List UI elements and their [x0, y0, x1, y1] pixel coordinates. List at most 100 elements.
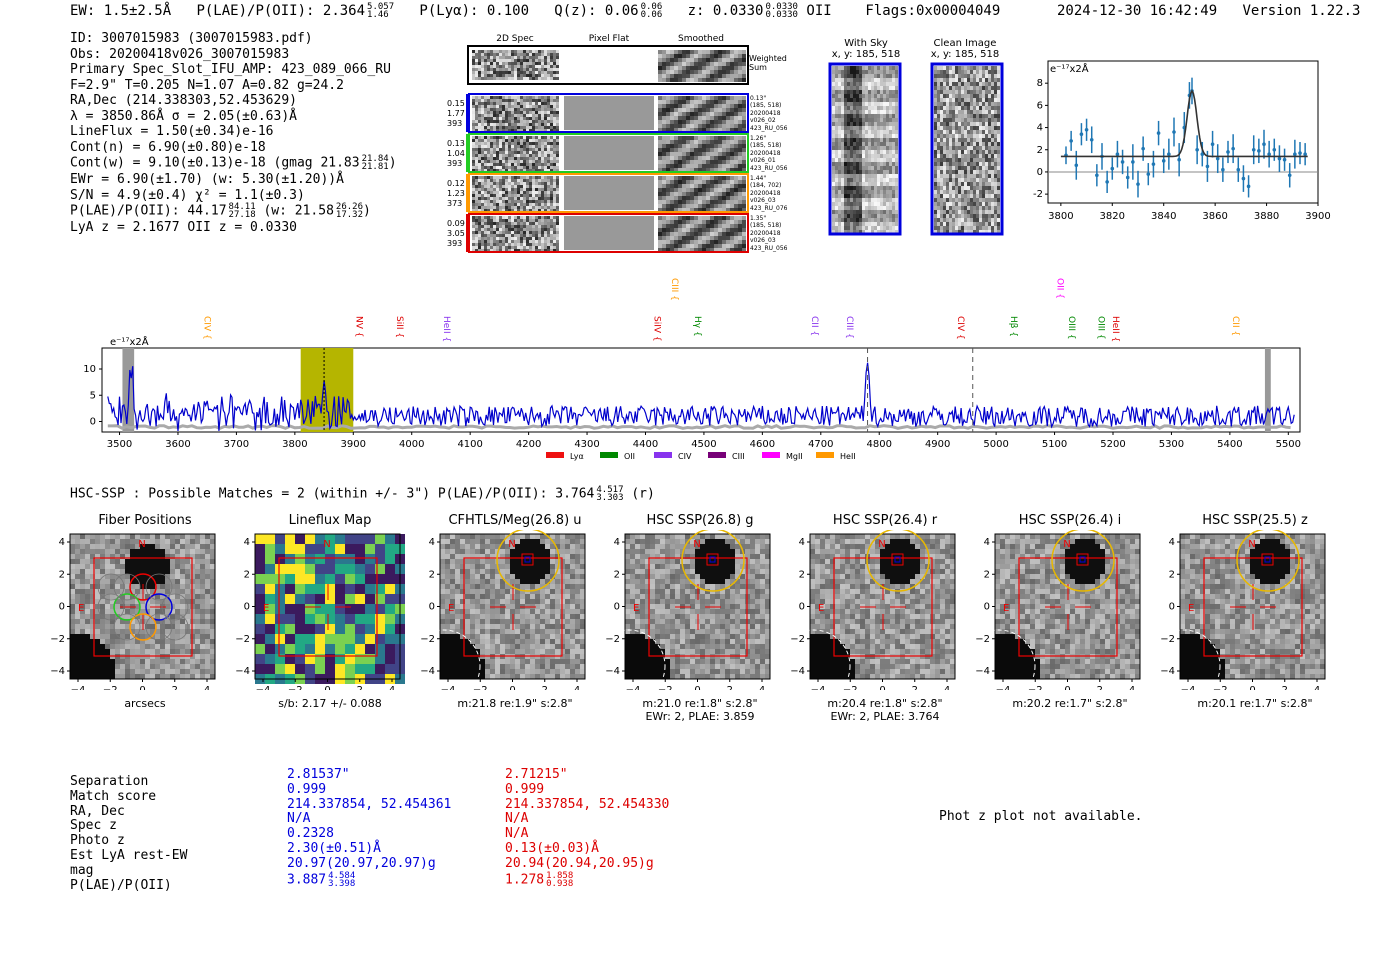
sky-pixel — [952, 66, 955, 70]
pixel — [544, 234, 547, 237]
pixel — [706, 96, 710, 100]
pixel — [666, 78, 670, 82]
sky-pixel — [952, 98, 955, 102]
pixel — [502, 142, 505, 145]
sky-pixel — [841, 110, 844, 114]
pixel — [514, 120, 517, 123]
sky-pixel — [982, 150, 985, 154]
pixel — [662, 128, 666, 132]
sky-pixel — [868, 198, 871, 202]
pixel — [710, 66, 714, 70]
pixel — [658, 188, 662, 192]
pixel — [511, 194, 514, 197]
sky-pixel — [895, 154, 898, 158]
sky-pixel — [832, 70, 835, 74]
pixel — [690, 160, 694, 164]
sky-pixel — [838, 114, 841, 118]
sky-pixel — [886, 162, 889, 166]
pixel — [710, 160, 714, 164]
pixel — [511, 74, 514, 77]
pixel — [475, 194, 478, 197]
pixel — [493, 105, 496, 108]
pixel — [670, 104, 674, 108]
pixel — [730, 168, 734, 172]
pixel — [726, 148, 730, 152]
pixel — [487, 77, 490, 80]
pixel — [532, 68, 535, 71]
sky-pixel — [934, 70, 937, 74]
pixel — [556, 160, 559, 163]
pixel — [481, 105, 484, 108]
pixel — [538, 62, 541, 65]
sky-pixel — [982, 230, 985, 234]
pixel — [734, 120, 738, 124]
pixel — [508, 166, 511, 169]
sky-pixel — [856, 90, 859, 94]
pixel — [508, 154, 511, 157]
sky-pixel — [949, 166, 952, 170]
sky-pixel — [892, 158, 895, 162]
pixel — [710, 128, 714, 132]
zoom-point — [1125, 175, 1130, 180]
sky-pixel — [850, 226, 853, 230]
pixel — [544, 206, 547, 209]
pixel — [487, 231, 490, 234]
sky-pixel — [838, 110, 841, 114]
pixel — [694, 120, 698, 124]
pixel — [710, 124, 714, 128]
pixel — [493, 176, 496, 179]
pixel — [472, 246, 475, 249]
pixel — [535, 151, 538, 154]
pixel — [520, 206, 523, 209]
pixel — [694, 240, 698, 244]
sky-pixel — [934, 74, 937, 78]
pixel — [532, 154, 535, 157]
pixel — [496, 145, 499, 148]
pixel — [511, 185, 514, 188]
sky-pixel — [964, 210, 967, 214]
pixel — [526, 139, 529, 142]
pixel — [738, 62, 742, 66]
sky-pixel — [946, 198, 949, 202]
pixel — [523, 197, 526, 200]
sky-pixel — [976, 126, 979, 130]
pixel — [706, 240, 710, 244]
sky-pixel — [958, 130, 961, 134]
info-plae-w: (w: 21.58 — [263, 203, 334, 219]
pixel — [694, 180, 698, 184]
sky-pixel — [847, 118, 850, 122]
pixel — [538, 179, 541, 182]
pixel — [535, 222, 538, 225]
panel-pixel — [170, 539, 175, 544]
sky-pixel — [889, 178, 892, 182]
pixel — [496, 216, 499, 219]
sky-pixel — [946, 102, 949, 106]
sky-pixel — [862, 182, 865, 186]
sky-pixel — [937, 126, 940, 130]
sky-pixel — [841, 170, 844, 174]
pixel — [523, 191, 526, 194]
pixel — [502, 53, 505, 56]
pixel — [682, 66, 686, 70]
sky-pixel — [853, 230, 856, 234]
sky-pixel — [844, 146, 847, 150]
pixel — [532, 160, 535, 163]
sky-pixel — [991, 94, 994, 98]
pixel — [499, 136, 502, 139]
pixel — [502, 157, 505, 160]
sky-pixel — [952, 202, 955, 206]
sky-pixel — [958, 210, 961, 214]
pixel — [550, 117, 553, 120]
pixel — [734, 66, 738, 70]
sky-pixel — [976, 166, 979, 170]
sky-pixel — [838, 226, 841, 230]
pixel — [511, 53, 514, 56]
pixel — [529, 234, 532, 237]
pixel — [547, 206, 550, 209]
pixel — [487, 50, 490, 53]
sky-pixel — [853, 226, 856, 230]
pixel — [666, 152, 670, 156]
pixel — [682, 244, 686, 248]
pixel — [682, 112, 686, 116]
pixel — [658, 78, 662, 82]
